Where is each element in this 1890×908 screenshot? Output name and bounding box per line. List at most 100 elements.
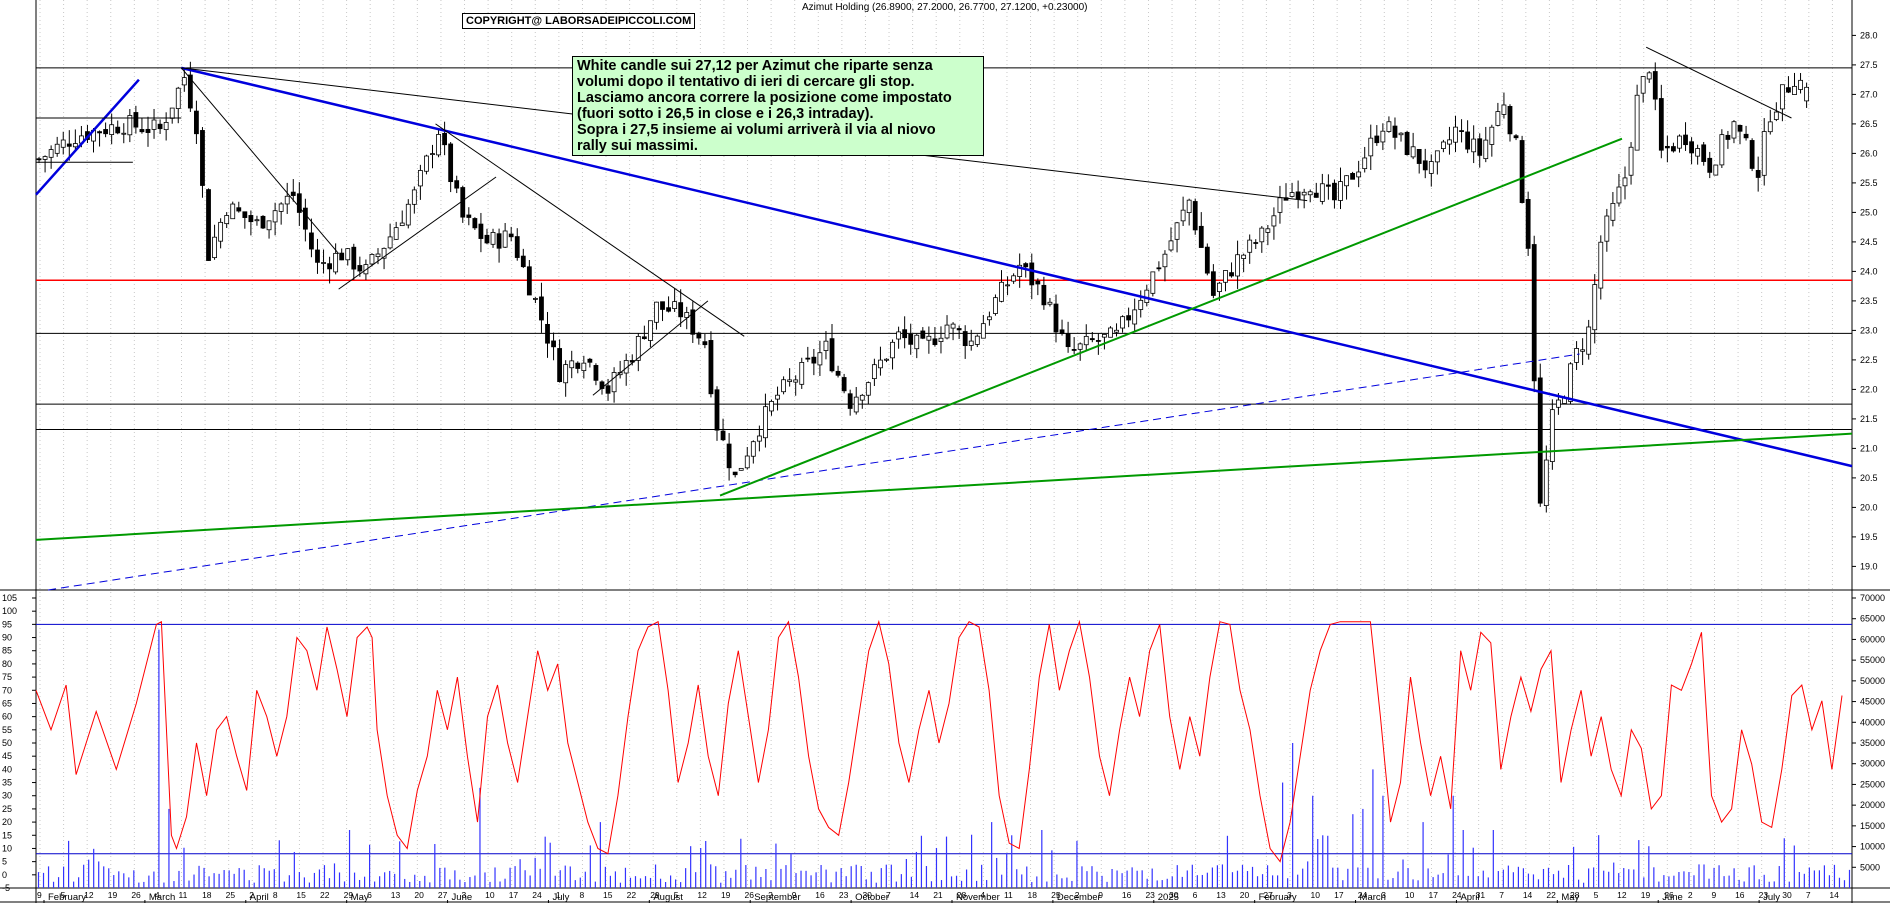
oscillator-y-tick-label: 15 bbox=[2, 830, 12, 840]
candle-body bbox=[1144, 289, 1150, 304]
candle bbox=[756, 425, 762, 452]
candle bbox=[393, 221, 399, 240]
x-month-label: February bbox=[1259, 892, 1297, 903]
candle-body bbox=[871, 364, 877, 380]
candle-body bbox=[157, 123, 163, 130]
candle-body bbox=[194, 110, 199, 135]
candle-body bbox=[1792, 85, 1797, 95]
candle-body bbox=[417, 170, 423, 187]
candle-body bbox=[714, 389, 720, 431]
x-day-tick-label: 9 bbox=[37, 890, 42, 900]
candle bbox=[1259, 226, 1265, 253]
candle-body bbox=[284, 195, 290, 205]
candle bbox=[1301, 188, 1307, 209]
candle-body bbox=[1017, 264, 1023, 277]
candle-body bbox=[1138, 299, 1144, 310]
candle bbox=[387, 223, 393, 250]
trendline bbox=[435, 123, 745, 337]
candle bbox=[1773, 102, 1779, 122]
price-y-tick-label: 20.5 bbox=[1860, 473, 1878, 483]
candle-body bbox=[339, 252, 345, 261]
candle bbox=[430, 144, 435, 169]
candle bbox=[744, 446, 750, 470]
candle bbox=[575, 361, 581, 374]
x-day-tick-label: 29 bbox=[344, 890, 354, 900]
candle-body bbox=[430, 153, 435, 155]
candle-body bbox=[968, 340, 974, 346]
candle-body bbox=[987, 316, 992, 321]
x-day-tick-label: 3 bbox=[1381, 890, 1386, 900]
candle-body bbox=[1223, 270, 1228, 283]
candle-body bbox=[1005, 284, 1010, 287]
candle-body bbox=[1434, 150, 1440, 163]
x-day-tick-label: 18 bbox=[202, 890, 212, 900]
candle-body bbox=[1574, 348, 1579, 363]
candle bbox=[42, 155, 48, 173]
candle-body bbox=[1592, 284, 1598, 331]
candle bbox=[284, 182, 290, 214]
candle-body bbox=[1786, 87, 1791, 93]
candle-body bbox=[763, 406, 768, 439]
candle bbox=[97, 130, 102, 147]
candle-body bbox=[1241, 254, 1247, 259]
candle bbox=[1095, 333, 1101, 355]
candle bbox=[1604, 208, 1610, 252]
x-month-label: June bbox=[452, 892, 473, 903]
candle-body bbox=[1695, 148, 1701, 157]
candle bbox=[1634, 84, 1640, 151]
trendline bbox=[35, 78, 140, 196]
candle-body bbox=[1483, 139, 1489, 160]
candle bbox=[726, 433, 732, 481]
candle bbox=[127, 109, 133, 143]
x-day-tick-label: 5 bbox=[1594, 890, 1599, 900]
candle-body bbox=[248, 215, 254, 223]
candle-body bbox=[127, 115, 133, 136]
candle bbox=[799, 357, 805, 389]
candle-body bbox=[187, 74, 193, 109]
candle-body bbox=[1174, 222, 1180, 240]
candle bbox=[1035, 278, 1041, 296]
candle bbox=[1537, 363, 1543, 507]
candle bbox=[1707, 151, 1713, 179]
candle bbox=[1313, 182, 1319, 198]
candle bbox=[974, 334, 980, 348]
candle-body bbox=[436, 134, 441, 156]
candle bbox=[1132, 298, 1138, 332]
candle bbox=[1204, 243, 1210, 276]
candle-body bbox=[1634, 94, 1640, 151]
candle bbox=[878, 346, 883, 376]
candle-body bbox=[309, 232, 314, 250]
candle bbox=[581, 355, 587, 379]
candle bbox=[1749, 138, 1755, 172]
candle bbox=[1126, 307, 1132, 328]
candle-body bbox=[1307, 191, 1313, 196]
x-month-label: October bbox=[855, 892, 889, 903]
candle bbox=[1307, 189, 1313, 203]
candle bbox=[1077, 342, 1083, 361]
candle bbox=[139, 118, 145, 134]
candle bbox=[1501, 92, 1507, 119]
candle-body bbox=[1568, 363, 1573, 402]
candle bbox=[865, 381, 871, 405]
x-day-tick-label: 21 bbox=[933, 890, 943, 900]
candle bbox=[490, 228, 496, 248]
candle bbox=[635, 333, 641, 372]
candle-body bbox=[1301, 191, 1307, 196]
candle bbox=[1271, 207, 1277, 240]
candle-body bbox=[672, 301, 678, 309]
price-y-tick-label: 26.0 bbox=[1860, 148, 1878, 158]
oscillator-y-tick-label: 80 bbox=[2, 659, 12, 669]
candle bbox=[853, 386, 859, 415]
candle bbox=[1453, 115, 1458, 152]
candle bbox=[1592, 274, 1598, 344]
x-day-tick-label: 24 bbox=[1452, 890, 1462, 900]
candle bbox=[1731, 120, 1737, 144]
x-day-tick-label: 20 bbox=[414, 890, 424, 900]
candle bbox=[648, 320, 653, 348]
trendline bbox=[180, 66, 1853, 468]
x-day-tick-label: 4 bbox=[155, 890, 160, 900]
candle bbox=[1186, 198, 1192, 226]
candle-body bbox=[1180, 209, 1186, 222]
candle-body bbox=[696, 332, 702, 339]
price-y-tick-label: 21.0 bbox=[1860, 443, 1878, 453]
